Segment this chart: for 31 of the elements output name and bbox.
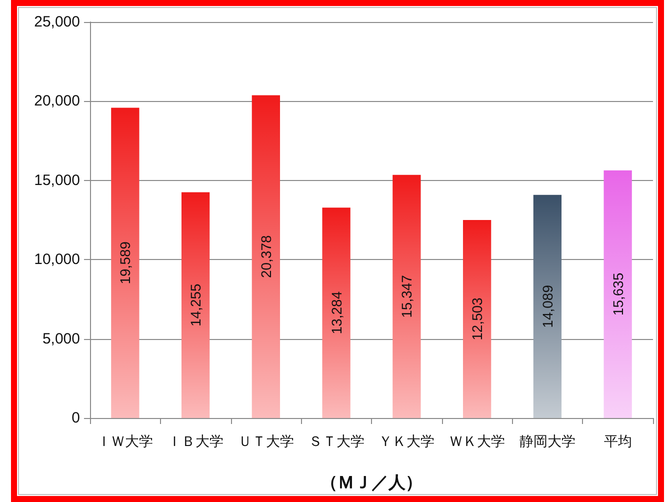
data-label: 12,503	[469, 297, 486, 340]
x-tick-label: ＳＴ大学	[308, 433, 364, 449]
bar	[462, 220, 492, 418]
x-axis-title: （ＭＪ／人）	[320, 473, 422, 492]
x-tick-label: ＩＢ大学	[168, 433, 224, 449]
bar	[322, 208, 350, 418]
data-label: 14,255	[188, 283, 204, 327]
data-label: 19,589	[117, 241, 134, 284]
x-tick-label: ＷＫ大学	[449, 433, 506, 449]
bar	[252, 95, 280, 418]
y-tick-label: 20,000	[34, 92, 80, 110]
data-label: 14,089	[539, 284, 556, 328]
data-label: 15,635	[610, 272, 626, 316]
x-tick-label: 平均	[604, 433, 632, 449]
data-label: 20,378	[258, 234, 274, 278]
x-tick-label: ＵＴ大学	[238, 433, 294, 449]
x-tick-label: 静岡大学	[519, 433, 576, 449]
bar	[604, 170, 632, 418]
y-tick-label: 0	[72, 410, 80, 426]
y-tick-label: 5,000	[42, 330, 80, 348]
bar	[533, 194, 562, 418]
bar	[111, 108, 140, 418]
bar	[181, 192, 210, 418]
bar	[392, 174, 421, 418]
x-tick-label: ＩＷ大学	[97, 433, 154, 449]
data-label: 15,347	[398, 274, 415, 318]
x-tick-label: ＹＫ大学	[378, 433, 435, 449]
y-tick-label: 10,000	[34, 251, 80, 268]
data-label: 13,284	[328, 291, 344, 334]
y-tick-label: 15,000	[34, 172, 80, 189]
y-tick-label: 25,000	[34, 14, 80, 30]
